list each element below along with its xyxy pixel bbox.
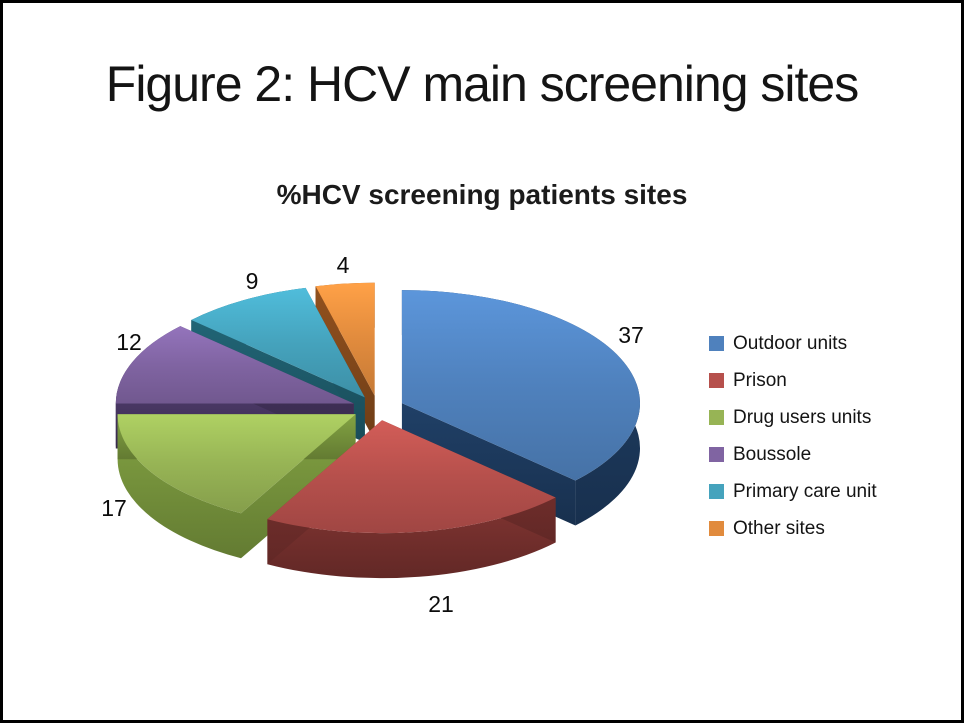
legend-item-prison: Prison xyxy=(709,362,877,399)
legend-item-label: Outdoor units xyxy=(733,332,848,354)
legend-swatch-boussole xyxy=(709,447,724,462)
legend-swatch-primary-care-unit xyxy=(709,484,724,499)
legend-item-boussole: Boussole xyxy=(709,436,877,473)
legend-item-primary-care-unit: Primary care unit xyxy=(709,473,877,510)
pie-slice-other-sites xyxy=(315,282,375,396)
legend-item-label: Primary care unit xyxy=(733,480,877,502)
legend-item-label: Other sites xyxy=(733,517,825,539)
pie-slice-prison xyxy=(267,420,556,534)
pie-slice-rim-drug-users-units xyxy=(117,414,241,559)
slice-value-drug-users-units: 17 xyxy=(101,495,127,521)
legend-swatch-other-sites xyxy=(709,521,724,536)
legend-item-drug-users-units: Drug users units xyxy=(709,399,877,436)
pie-slice-rim-prison xyxy=(267,497,556,579)
pie-slice-outdoor-units xyxy=(401,290,640,481)
slice-value-prison: 21 xyxy=(428,591,454,617)
legend: Outdoor units Prison Drug users units Bouss… xyxy=(709,325,877,547)
pie-slice-primary-care-unit xyxy=(191,287,365,398)
slice-value-other-sites: 4 xyxy=(337,252,350,278)
legend-item-label: Prison xyxy=(733,369,787,391)
legend-item-other-sites: Other sites xyxy=(709,510,877,547)
slice-value-primary-care-unit: 9 xyxy=(246,268,259,294)
pie-chart: 37 21 17 12 9 4 xyxy=(101,252,644,617)
legend-item-label: Drug users units xyxy=(733,406,872,428)
pie-slice-drug-users-units xyxy=(117,414,356,514)
slice-value-outdoor-units: 37 xyxy=(618,322,644,348)
legend-swatch-outdoor-units xyxy=(709,336,724,351)
slide-title: Figure 2: HCV main screening sites xyxy=(105,56,859,112)
chart-title: %HCV screening patients sites xyxy=(276,179,688,210)
legend-swatch-prison xyxy=(709,373,724,388)
legend-item-label: Boussole xyxy=(733,443,812,465)
legend-item-outdoor-units: Outdoor units xyxy=(709,325,877,362)
pie-slice-boussole xyxy=(115,326,354,404)
slice-value-boussole: 12 xyxy=(116,329,142,355)
legend-swatch-drug-users-units xyxy=(709,410,724,425)
